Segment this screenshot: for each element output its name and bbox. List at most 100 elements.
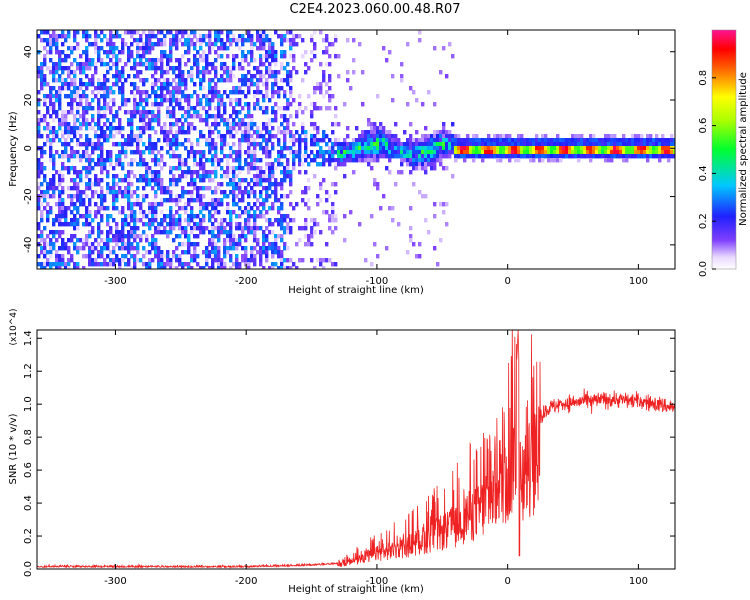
heatmap-cell (277, 206, 281, 211)
heatmap-cell (43, 46, 47, 51)
heatmap-cell (277, 246, 281, 251)
heatmap-cell (367, 146, 371, 151)
heatmap-cell (85, 170, 89, 175)
heatmap-cell (211, 122, 215, 127)
heatmap-cell (259, 190, 263, 195)
heatmap-cell (415, 146, 419, 151)
heatmap-cell (166, 234, 170, 239)
heatmap-cell (238, 66, 242, 71)
heatmap-cell (541, 158, 545, 163)
heatmap-cell (244, 218, 248, 223)
heatmap-cell (517, 154, 521, 159)
heatmap-cell (223, 110, 227, 115)
heatmap-cell (217, 114, 221, 119)
heatmap-cell (82, 190, 86, 195)
heatmap-cell (283, 66, 287, 71)
heatmap-cell (61, 202, 65, 207)
heatmap-cell (466, 154, 470, 159)
heatmap-cell (289, 86, 293, 91)
heatmap-cell (223, 118, 227, 123)
heatmap-cell (382, 134, 386, 139)
heatmap-cell (61, 34, 65, 39)
heatmap-cell (202, 194, 206, 199)
heatmap-cell (184, 190, 188, 195)
heatmap-cell (40, 62, 44, 67)
heatmap-cell (136, 90, 140, 95)
heatmap-cell (451, 142, 455, 147)
heatmap-cell (229, 114, 233, 119)
heatmap-cell (640, 150, 644, 155)
heatmap-cell (58, 102, 62, 107)
heatmap-cell (280, 150, 284, 155)
heatmap-cell (271, 54, 275, 59)
heatmap-cell (256, 66, 260, 71)
heatmap-cell (121, 90, 125, 95)
heatmap-cell (79, 86, 83, 91)
heatmap-cell (253, 150, 257, 155)
heatmap-cell (88, 198, 92, 203)
heatmap-cell (172, 78, 176, 83)
heatmap-cell (238, 238, 242, 243)
heatmap-cell (88, 254, 92, 259)
heatmap-cell (109, 46, 113, 51)
heatmap-cell (352, 70, 356, 75)
heatmap-cell (49, 242, 53, 247)
heatmap-cell (169, 126, 173, 131)
heatmap-cell (217, 54, 221, 59)
heatmap-cell (589, 142, 593, 147)
heatmap-cell (517, 134, 521, 139)
heatmap-cell (205, 62, 209, 67)
heatmap-cell (115, 126, 119, 131)
heatmap-cell (247, 202, 251, 207)
heatmap-cell (109, 126, 113, 131)
heatmap-cell (67, 94, 71, 99)
heatmap-cell (223, 262, 227, 267)
heatmap-cell (427, 142, 431, 147)
heatmap-cell (154, 250, 158, 255)
heatmap-cell (73, 234, 77, 239)
heatmap-cell (55, 238, 59, 243)
heatmap-cell (172, 222, 176, 227)
heatmap-cell (415, 150, 419, 155)
heatmap-cell (211, 130, 215, 135)
heatmap-cell (223, 194, 227, 199)
heatmap-cell (208, 106, 212, 111)
heatmap-cell (241, 190, 245, 195)
heatmap-cell (250, 250, 254, 255)
heatmap-cell (550, 158, 554, 163)
heatmap-cell (334, 218, 338, 223)
heatmap-cell (277, 198, 281, 203)
heatmap-cell (292, 150, 296, 155)
heatmap-cell (55, 70, 59, 75)
heatmap-cell (142, 162, 146, 167)
heatmap-cell (235, 238, 239, 243)
heatmap-cell (250, 38, 254, 43)
heatmap-cell (100, 154, 104, 159)
heatmap-cell (361, 70, 365, 75)
heatmap-cell (127, 122, 131, 127)
heatmap-cell (166, 86, 170, 91)
heatmap-cell (463, 150, 467, 155)
heatmap-cell (166, 114, 170, 119)
heatmap-cell (217, 250, 221, 255)
heatmap-cell (574, 138, 578, 143)
heatmap-cell (61, 198, 65, 203)
heatmap-cell (247, 134, 251, 139)
heatmap-cell (88, 246, 92, 251)
heatmap-cell (76, 110, 80, 115)
heatmap-cell (475, 146, 479, 151)
heatmap-cell (277, 34, 281, 39)
heatmap-cell (124, 262, 128, 267)
heatmap-cell (625, 142, 629, 147)
heatmap-cell (208, 42, 212, 47)
heatmap-cell (61, 238, 65, 243)
heatmap-cell (94, 62, 98, 67)
heatmap-cell (283, 54, 287, 59)
heatmap-cell (70, 106, 74, 111)
heatmap-cell (160, 218, 164, 223)
heatmap-cell (433, 102, 437, 107)
heatmap-cell (334, 214, 338, 219)
heatmap-cell (430, 158, 434, 163)
heatmap-cell (178, 154, 182, 159)
heatmap-cell (301, 138, 305, 143)
